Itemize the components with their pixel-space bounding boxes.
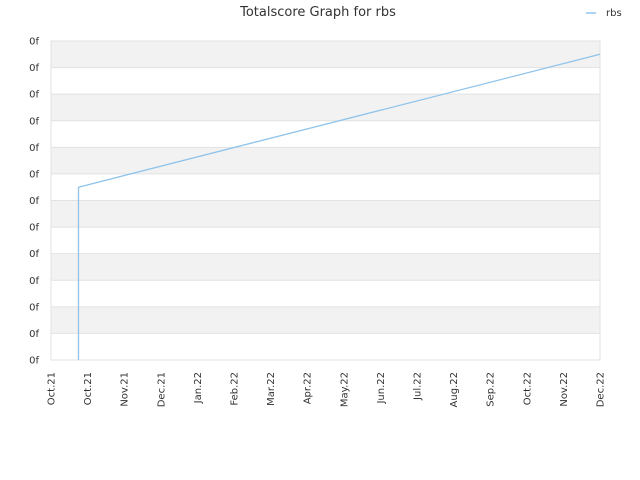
y-tick-label: 0f: [29, 63, 39, 74]
x-tick-label: Apr.22: [303, 372, 314, 404]
x-tick-label: Nov.22: [559, 372, 570, 407]
x-tick-label: Aug.22: [449, 372, 460, 407]
x-tick-label: Jul.22: [413, 372, 424, 401]
grid-band: [51, 280, 600, 307]
y-tick-label: 0f: [29, 276, 39, 287]
grid-band: [51, 306, 600, 334]
grid-band: [51, 41, 600, 68]
x-tick-label: Oct.21: [83, 372, 94, 405]
x-tick-label: Dec.21: [156, 372, 167, 407]
x-tick-label: Jun.22: [376, 372, 387, 405]
y-tick-label: 0f: [29, 116, 39, 127]
plot-area: [50, 40, 601, 361]
series-lines: [77, 53, 601, 360]
y-tick-label: 0f: [29, 356, 39, 367]
y-tick-label: 0f: [29, 249, 39, 260]
chart-title: Totalscore Graph for rbs: [239, 5, 396, 20]
y-axis: 0f 0f 0f 0f 0f 0f 0f 0f 0f 0f 0f 0f 0f: [29, 37, 39, 367]
y-tick-label: 0f: [29, 37, 39, 48]
grid-band: [51, 120, 600, 148]
x-tick-label: Sep.22: [486, 372, 497, 407]
grid-band: [51, 173, 600, 201]
grid-band: [51, 67, 600, 95]
y-tick-label: 0f: [29, 90, 39, 101]
legend: rbs: [586, 8, 622, 19]
x-tick-label: Nov.21: [120, 372, 131, 407]
x-axis: Oct.21 Oct.21 Nov.21 Dec.21 Jan.22 Feb.22 Mar.…: [47, 372, 607, 407]
y-tick-label: 0f: [29, 329, 39, 340]
y-tick-label: 0f: [29, 196, 39, 207]
y-tick-label: 0f: [29, 302, 39, 313]
x-tick-label: Oct.21: [47, 372, 58, 405]
grid-band: [51, 200, 600, 228]
x-tick-label: Dec.22: [596, 372, 607, 407]
x-tick-label: Jan.22: [193, 372, 204, 404]
x-tick-label: Mar.22: [266, 372, 277, 406]
grid-band: [51, 227, 600, 254]
series-line-rbs: [77, 53, 601, 360]
legend-label-rbs: rbs: [606, 8, 622, 19]
y-tick-label: 0f: [29, 169, 39, 180]
plot-border: [50, 40, 601, 361]
x-tick-label: Feb.22: [230, 372, 241, 406]
grid-band: [51, 94, 600, 121]
grid-band: [51, 253, 600, 281]
y-tick-label: 0f: [29, 143, 39, 154]
y-tick-label: 0f: [29, 223, 39, 234]
x-tick-label: May.22: [339, 372, 350, 407]
grid-band: [51, 147, 600, 174]
grid-band: [51, 333, 600, 360]
x-tick-label: Oct.22: [522, 372, 533, 405]
